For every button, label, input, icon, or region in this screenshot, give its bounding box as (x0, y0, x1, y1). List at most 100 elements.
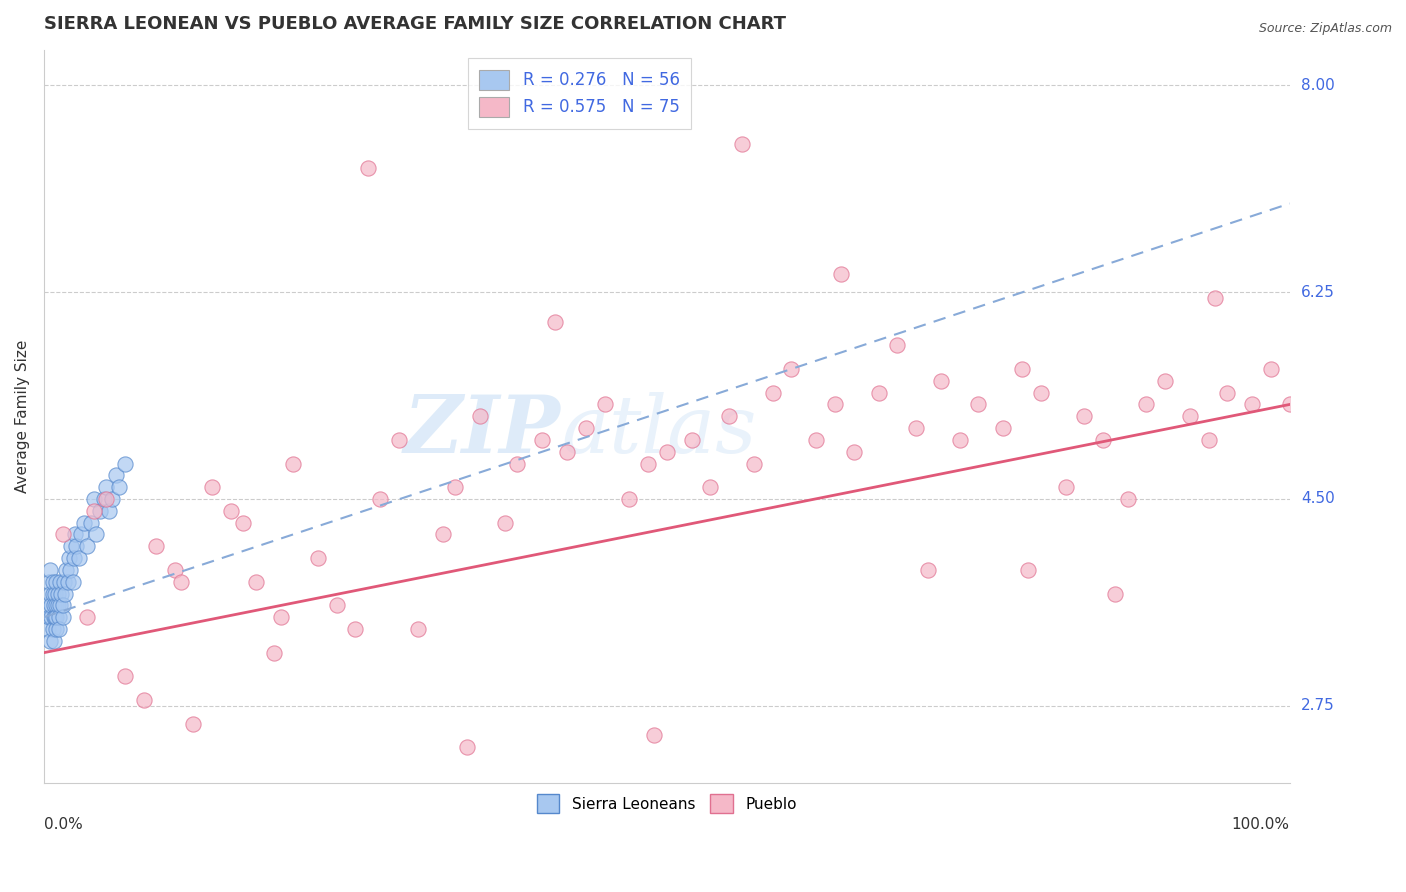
Point (762, 385, 785, 400)
Text: SIERRA LEONEAN VS PUEBLO AVERAGE FAMILY SIZE CORRELATION CHART: SIERRA LEONEAN VS PUEBLO AVERAGE FAMILY … (44, 15, 786, 33)
Point (52, 574, 75, 589)
Point (201, 480, 224, 494)
Legend: R = 0.276   N = 56, R = 0.575   N = 75: R = 0.276 N = 56, R = 0.575 N = 75 (468, 58, 692, 128)
Text: atlas: atlas (561, 392, 756, 470)
Point (432, 527, 454, 541)
Point (406, 622, 429, 636)
Point (96, 491, 118, 506)
Point (1054, 480, 1077, 494)
Point (39, 563, 62, 577)
Point (1278, 397, 1301, 411)
Point (51, 586, 73, 600)
Point (575, 421, 598, 435)
Point (1011, 362, 1033, 376)
Text: 6.25: 6.25 (1301, 285, 1334, 300)
Point (44, 586, 66, 600)
Point (52, 527, 75, 541)
Point (62, 551, 84, 566)
Point (232, 516, 254, 530)
Text: 8.00: 8.00 (1301, 78, 1334, 93)
Point (52, 610, 75, 624)
Point (83, 504, 105, 518)
Point (824, 397, 846, 411)
Point (48, 610, 70, 624)
Point (1029, 385, 1052, 400)
Point (39, 633, 62, 648)
Point (325, 599, 347, 613)
Point (89, 504, 111, 518)
Point (949, 433, 972, 447)
Point (76, 610, 98, 624)
Point (1216, 385, 1239, 400)
Point (41, 622, 63, 636)
Point (681, 433, 703, 447)
Point (263, 646, 285, 660)
Point (494, 516, 516, 530)
Point (114, 457, 136, 471)
Point (544, 315, 567, 329)
Point (806, 433, 828, 447)
Point (619, 491, 641, 506)
Point (38, 574, 60, 589)
Point (76, 539, 98, 553)
Point (45, 610, 67, 624)
Point (97, 504, 120, 518)
Point (107, 480, 129, 494)
Point (46, 586, 69, 600)
Point (170, 574, 193, 589)
Point (70, 527, 93, 541)
Point (42, 599, 65, 613)
Point (83, 491, 105, 506)
Point (49, 574, 72, 589)
Point (58, 551, 80, 566)
Point (718, 409, 741, 424)
Point (163, 563, 186, 577)
Point (65, 539, 87, 553)
Point (1241, 397, 1264, 411)
Point (41, 599, 63, 613)
Point (1198, 433, 1220, 447)
Point (96, 480, 118, 494)
Point (1073, 409, 1095, 424)
Point (967, 397, 990, 411)
Text: Source: ZipAtlas.com: Source: ZipAtlas.com (1258, 22, 1392, 36)
Point (55, 563, 77, 577)
Point (1116, 491, 1139, 506)
Point (842, 444, 865, 458)
Point (917, 563, 939, 577)
Point (468, 409, 491, 424)
Point (344, 622, 367, 636)
Point (1104, 586, 1126, 600)
Point (219, 504, 242, 518)
Point (93, 491, 115, 506)
Point (42, 633, 65, 648)
Text: 0.0%: 0.0% (44, 817, 83, 832)
Point (59, 563, 82, 577)
Point (368, 491, 391, 506)
Point (41, 574, 63, 589)
Point (456, 740, 478, 755)
Point (1091, 433, 1114, 447)
Y-axis label: Average Family Size: Average Family Size (15, 340, 30, 493)
Point (886, 338, 908, 352)
Point (183, 716, 205, 731)
Point (555, 444, 578, 458)
Point (114, 669, 136, 683)
Point (46, 599, 69, 613)
Point (388, 433, 411, 447)
Point (132, 693, 155, 707)
Point (593, 397, 616, 411)
Point (56, 574, 79, 589)
Point (45, 622, 67, 636)
Point (80, 516, 103, 530)
Point (868, 385, 890, 400)
Point (742, 457, 765, 471)
Point (45, 574, 67, 589)
Point (62, 574, 84, 589)
Point (643, 728, 665, 742)
Text: ZIP: ZIP (404, 392, 561, 470)
Point (145, 539, 167, 553)
Point (531, 433, 554, 447)
Point (1135, 397, 1157, 411)
Point (307, 551, 329, 566)
